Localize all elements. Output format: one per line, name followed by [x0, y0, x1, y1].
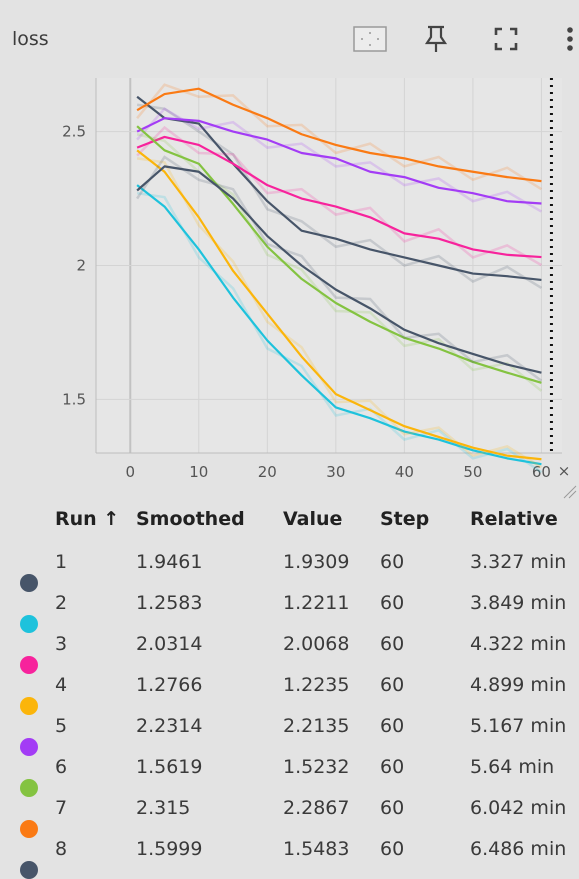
table-row: 3 2.0314 2.0068 60 4.322 min: [0, 631, 579, 674]
value-cell: 1.5483: [283, 838, 350, 860]
series-smoothed-line: [136, 117, 542, 205]
step-cell: 60: [380, 592, 405, 614]
value-cell: 1.9309: [283, 551, 350, 573]
table-row: 8 1.5999 1.5483 60 6.486 min: [0, 836, 579, 879]
relative-cell: 3.849 min: [470, 592, 567, 614]
step-cell: 60: [380, 551, 405, 573]
x-tick-label: 0: [125, 463, 135, 481]
step-cell: 60: [380, 797, 405, 819]
series-smoothed-line: [136, 135, 542, 259]
value-cell: 2.2867: [283, 797, 350, 819]
table-row: 6 1.5619 1.5232 60 5.64 min: [0, 754, 579, 797]
series-raw-line: [136, 83, 543, 191]
loss-chart[interactable]: 0 10 20 30 40 50 60 1.5 2 2.5 ×: [0, 70, 579, 500]
step-cell: 60: [380, 674, 405, 696]
fit-domain-icon[interactable]: [352, 22, 388, 56]
value-column-header[interactable]: Value: [283, 508, 343, 530]
smoothed-cell: 2.2314: [136, 715, 203, 737]
smoothed-cell: 1.5619: [136, 756, 203, 778]
more-vert-icon[interactable]: [552, 22, 579, 56]
step-cell: 60: [380, 715, 405, 737]
run-cell: 6: [55, 756, 68, 778]
value-cell: 1.2235: [283, 674, 350, 696]
y-tick-label: 2.5: [62, 123, 86, 141]
series-smoothed-line: [136, 149, 542, 461]
resize-handle-icon: [568, 490, 577, 499]
relative-cell: 4.322 min: [470, 633, 567, 655]
resize-handle-icon: [563, 485, 577, 499]
x-tick-label: 20: [258, 463, 277, 481]
run-cell: 3: [55, 633, 68, 655]
relative-cell: 6.042 min: [470, 797, 567, 819]
y-tick-label: 2: [76, 257, 86, 275]
series-raw-line: [136, 107, 543, 213]
series-raw-line: [136, 157, 543, 469]
run-cell: 4: [55, 674, 68, 696]
table-row: 2 1.2583 1.2211 60 3.849 min: [0, 590, 579, 633]
table-header: Run ↑ Smoothed Value Step Relative: [0, 508, 579, 548]
relative-cell: 6.486 min: [470, 838, 567, 860]
table-row: 1 1.9461 1.9309 60 3.327 min: [0, 549, 579, 592]
series-raw-line: [136, 155, 543, 382]
chart-title: loss: [12, 28, 49, 50]
series-raw-line: [136, 125, 543, 267]
smoothed-column-header[interactable]: Smoothed: [136, 508, 245, 530]
smoothed-cell: 1.2766: [136, 674, 203, 696]
x-tick-label: 60: [532, 463, 551, 481]
table-row: 5 2.2314 2.2135 60 5.167 min: [0, 713, 579, 756]
relative-cell: 3.327 min: [470, 551, 567, 573]
run-cell: 7: [55, 797, 68, 819]
series-smoothed-line: [136, 184, 542, 466]
run-color-dot: [20, 656, 38, 674]
smoothed-cell: 1.9461: [136, 551, 203, 573]
step-cell: 60: [380, 633, 405, 655]
run-cell: 2: [55, 592, 68, 614]
x-tick-label: 50: [463, 463, 482, 481]
step-cell: 60: [380, 838, 405, 860]
value-cell: 2.0068: [283, 633, 350, 655]
table-row: 4 1.2766 1.2235 60 4.899 min: [0, 672, 579, 715]
step-cell: 60: [380, 756, 405, 778]
relative-cell: 4.899 min: [470, 674, 567, 696]
relative-cell: 5.167 min: [470, 715, 567, 737]
series-smoothed-line: [136, 95, 542, 282]
smoothed-cell: 2.0314: [136, 633, 203, 655]
series-smoothed-line: [136, 87, 542, 183]
x-tick-label: 40: [395, 463, 414, 481]
run-color-dot: [20, 820, 38, 838]
run-color-dot: [20, 779, 38, 797]
smoothed-cell: 1.2583: [136, 592, 203, 614]
run-color-dot: [20, 574, 38, 592]
card-header: loss: [0, 0, 579, 78]
run-color-dot: [20, 615, 38, 633]
series-raw-line: [136, 191, 543, 474]
run-color-dot: [20, 861, 38, 879]
series-smoothed-line: [136, 165, 542, 374]
series-raw-line: [136, 103, 543, 290]
run-cell: 5: [55, 715, 68, 737]
relative-cell: 5.64 min: [470, 756, 555, 778]
run-cell: 1: [55, 551, 68, 573]
value-cell: 1.5232: [283, 756, 350, 778]
step-column-header[interactable]: Step: [380, 508, 430, 530]
pin-icon[interactable]: [418, 22, 454, 56]
smoothed-cell: 1.5999: [136, 838, 203, 860]
run-cell: 8: [55, 838, 68, 860]
series-smoothed-line: [136, 125, 542, 384]
table-row: 7 2.315 2.2867 60 6.042 min: [0, 795, 579, 838]
value-cell: 1.2211: [283, 592, 350, 614]
value-cell: 2.2135: [283, 715, 350, 737]
run-color-dot: [20, 697, 38, 715]
run-column-header[interactable]: Run ↑: [55, 508, 120, 530]
smoothed-cell: 2.315: [136, 797, 191, 819]
fullscreen-icon[interactable]: [488, 22, 524, 56]
x-tick-label: 30: [326, 463, 345, 481]
run-color-dot: [20, 738, 38, 756]
relative-column-header[interactable]: Relative: [470, 508, 558, 530]
y-tick-label: 1.5: [62, 390, 86, 408]
x-tick-label: 10: [189, 463, 208, 481]
close-icon[interactable]: ×: [558, 462, 571, 480]
